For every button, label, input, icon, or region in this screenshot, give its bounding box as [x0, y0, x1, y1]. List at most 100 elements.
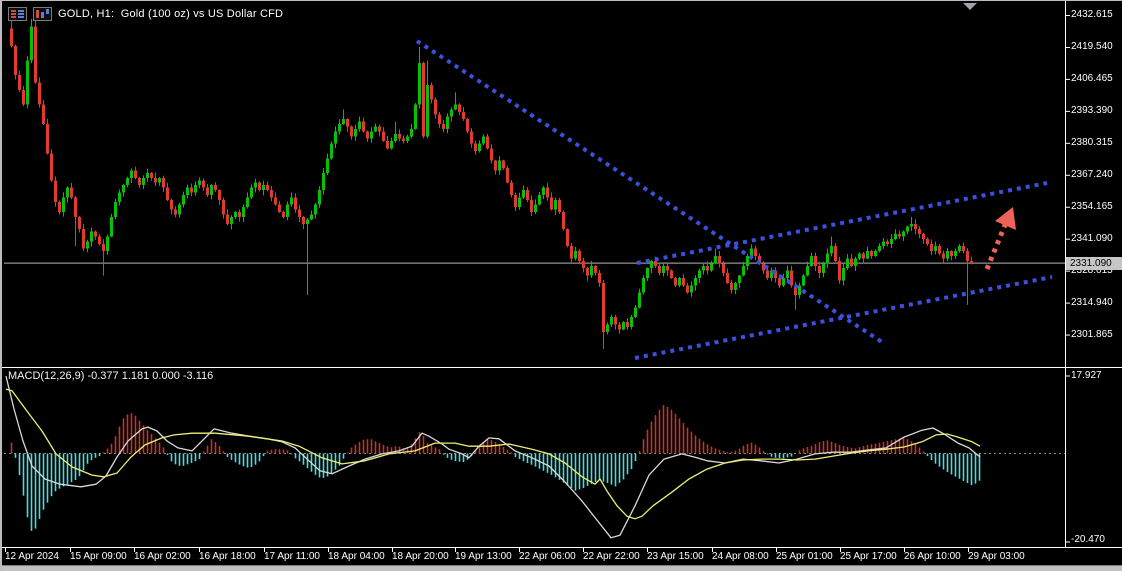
candle-body: [858, 253, 861, 259]
candle-body: [446, 116, 449, 129]
candle-body: [890, 238, 893, 244]
channel-upper[interactable]: [636, 181, 1048, 265]
scroll-position-marker[interactable]: [963, 3, 977, 10]
chart-symbol-title: GOLD, H1: Gold (100 oz) vs US Dollar CFD: [58, 8, 284, 20]
candle-body: [586, 268, 589, 276]
candle-body: [138, 177, 141, 186]
candle-body: [574, 251, 577, 259]
forecast-arrow-line[interactable]: [984, 224, 1008, 270]
candle-body: [182, 194, 185, 205]
chart-bars-icon[interactable]: [33, 7, 52, 21]
candle-body: [430, 84, 433, 100]
candle-body: [358, 121, 361, 129]
candle-body: [114, 202, 117, 217]
candle-body: [730, 282, 733, 291]
candle-body: [242, 207, 245, 217]
candle-body: [790, 270, 793, 286]
candle-body: [530, 199, 533, 213]
candle-body: [930, 243, 933, 252]
candle-body: [666, 265, 669, 271]
candle-body: [322, 172, 325, 191]
price-axis-label: 2354.165: [1071, 200, 1113, 212]
channel-lower[interactable]: [634, 275, 1053, 360]
candle-body: [910, 224, 913, 227]
candle-body: [882, 241, 885, 247]
candle-body: [294, 197, 297, 210]
candle-body: [426, 84, 429, 137]
candle-body: [758, 256, 761, 264]
candle-body: [46, 124, 49, 154]
candle-body: [398, 133, 401, 139]
candle-body: [966, 251, 969, 261]
candle-body: [954, 251, 957, 257]
candle-body: [134, 170, 137, 178]
candle-body: [886, 241, 889, 244]
time-axis-label: 23 Apr 15:00: [647, 551, 704, 562]
chart-list-icon[interactable]: [8, 7, 27, 21]
candle-body: [62, 197, 65, 213]
candle-body: [382, 131, 385, 142]
chart-title-bar: GOLD, H1: Gold (100 oz) vs US Dollar CFD: [8, 7, 283, 21]
descending-trendline[interactable]: [415, 39, 884, 344]
candle-body: [602, 282, 605, 332]
time-axis-label: 18 Apr 04:00: [328, 551, 385, 562]
time-axis-label: 22 Apr 22:00: [583, 551, 640, 562]
candle-body: [678, 278, 681, 286]
price-axis-label: 2328.015: [1071, 264, 1113, 276]
candle-body: [578, 251, 581, 261]
candle-body: [542, 187, 545, 195]
time-axis-label: 29 Apr 03:00: [968, 551, 1025, 562]
candle-body: [386, 141, 389, 149]
price-axis-label: 2314.940: [1071, 296, 1113, 308]
candle-body: [230, 216, 233, 225]
macd-indicator-label: MACD(12,26,9) -0.377 1.181 0.000 -3.116: [8, 370, 214, 382]
candle-body: [254, 182, 257, 188]
candle-body: [570, 246, 573, 259]
candle-body: [302, 216, 305, 225]
candle-body: [218, 190, 221, 200]
candle-body: [342, 119, 345, 125]
candle-body: [214, 185, 217, 191]
candle-body: [274, 197, 277, 205]
candle-body: [390, 141, 393, 149]
candle-body: [754, 248, 757, 257]
candle-body: [150, 172, 153, 178]
forecast-arrow-head[interactable]: [995, 207, 1016, 230]
candle-body: [962, 246, 965, 252]
candle-body: [722, 263, 725, 274]
candle-body: [650, 260, 653, 269]
candle-body: [22, 89, 25, 105]
time-axis-label: 24 Apr 08:00: [712, 551, 769, 562]
candle-body: [950, 251, 953, 257]
candle-body: [370, 131, 373, 139]
candle-body: [366, 131, 369, 139]
candle-body: [458, 104, 461, 112]
candle-body: [34, 26, 37, 83]
candle-body: [842, 268, 845, 281]
candle-body: [318, 190, 321, 205]
price-axis-label: 2301.865: [1071, 328, 1113, 340]
candle-body: [146, 172, 149, 178]
candle-body: [90, 231, 93, 242]
candle-body: [454, 104, 457, 110]
candle-body: [938, 246, 941, 254]
candle-body: [870, 251, 873, 257]
price-axis-label: 2367.240: [1071, 168, 1113, 180]
candle-body: [750, 248, 753, 257]
price-axis-label: 2341.090: [1071, 232, 1113, 244]
candle-body: [102, 243, 105, 252]
candle-body: [106, 236, 109, 252]
candle-body: [442, 124, 445, 129]
candle-body: [110, 216, 113, 237]
candle-body: [402, 138, 405, 142]
candle-body: [126, 177, 129, 186]
candle-body: [354, 128, 357, 137]
candle-body: [278, 204, 281, 213]
time-axis-label: 19 Apr 13:00: [455, 551, 512, 562]
candle-body: [898, 234, 901, 237]
candle-body: [670, 270, 673, 279]
candle-body: [598, 273, 601, 283]
candle-body: [170, 199, 173, 210]
